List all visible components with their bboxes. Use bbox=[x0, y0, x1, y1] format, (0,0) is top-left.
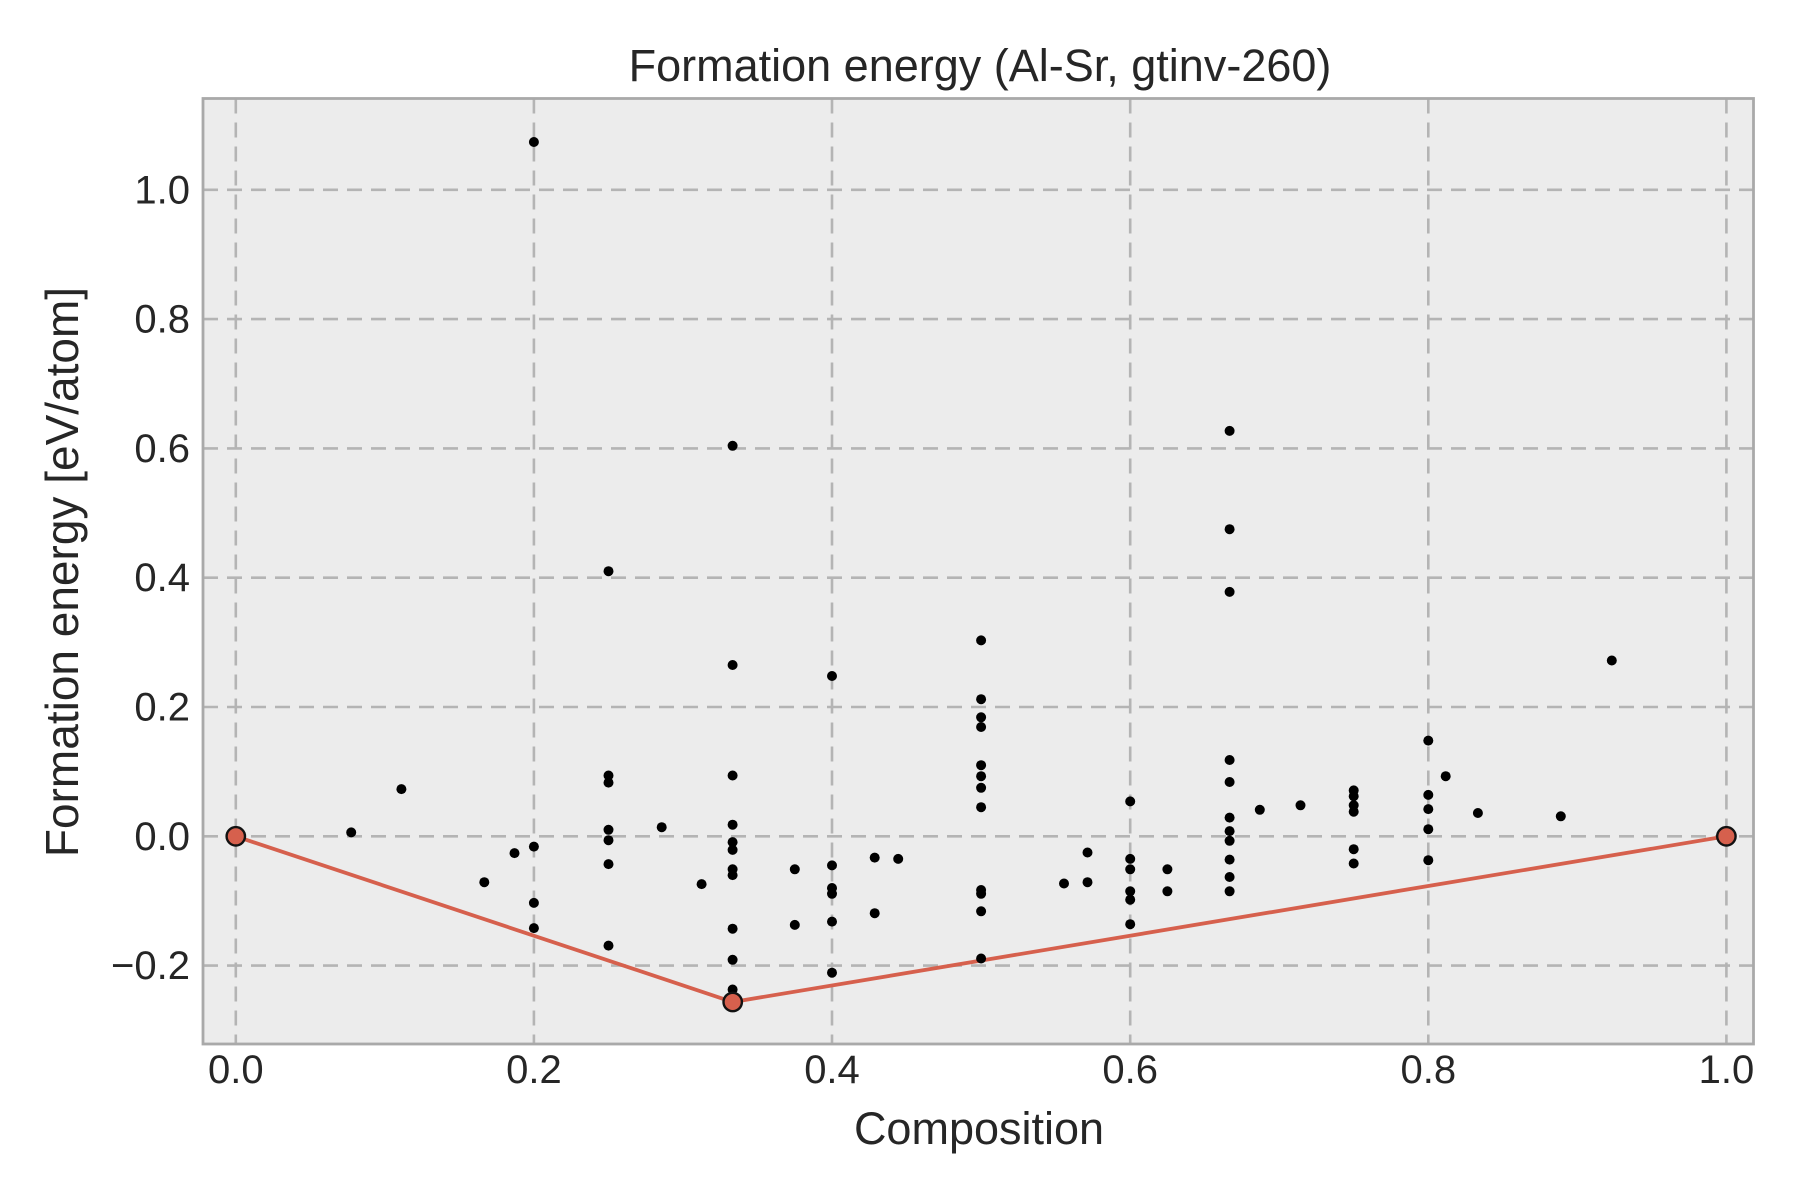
svg-text:Formation energy [eV/atom]: Formation energy [eV/atom] bbox=[36, 287, 88, 857]
svg-text:1.0: 1.0 bbox=[1699, 1048, 1755, 1092]
svg-text:0.6: 0.6 bbox=[134, 427, 190, 471]
svg-text:0.4: 0.4 bbox=[134, 556, 190, 600]
svg-text:Composition: Composition bbox=[854, 1103, 1104, 1154]
svg-text:0.0: 0.0 bbox=[134, 815, 190, 859]
svg-text:−0.2: −0.2 bbox=[111, 944, 190, 988]
svg-text:0.8: 0.8 bbox=[1400, 1048, 1456, 1092]
svg-text:0.2: 0.2 bbox=[506, 1048, 562, 1092]
svg-text:0.4: 0.4 bbox=[804, 1048, 860, 1092]
svg-text:1.0: 1.0 bbox=[134, 168, 190, 212]
svg-text:Formation energy (Al-Sr, gtinv: Formation energy (Al-Sr, gtinv-260) bbox=[629, 40, 1332, 91]
svg-text:0.0: 0.0 bbox=[208, 1048, 264, 1092]
svg-text:0.2: 0.2 bbox=[134, 686, 190, 730]
svg-text:0.6: 0.6 bbox=[1102, 1048, 1158, 1092]
svg-text:0.8: 0.8 bbox=[134, 298, 190, 342]
